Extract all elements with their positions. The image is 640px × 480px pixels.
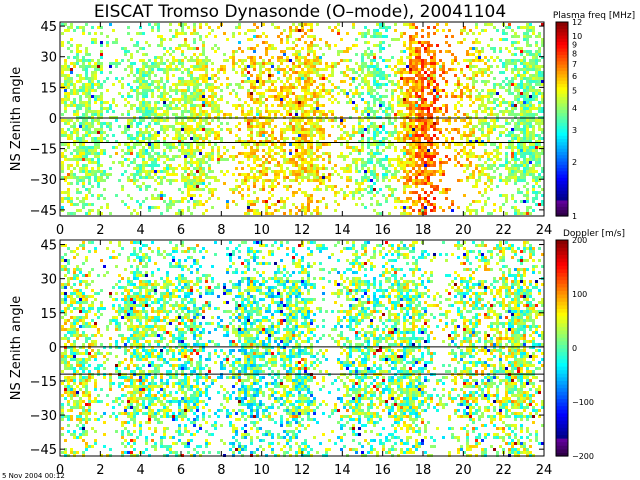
x-tick-label: 2 <box>96 223 104 238</box>
x-tick-label: 10 <box>253 223 270 238</box>
x-tick-label: 24 <box>536 223 553 238</box>
colorbar-tick-label: 7 <box>572 60 577 69</box>
x-tick-label: 22 <box>495 463 512 478</box>
x-tick-label: 16 <box>374 223 391 238</box>
panel-2: 0 2 4 6 8 10 12 14 16 18 20 22 244530150−15−30−45NS … <box>9 229 625 478</box>
colorbar-tick-label: −200 <box>572 452 594 461</box>
x-tick-label: 6 <box>177 463 185 478</box>
footer-timestamp: 5 Nov 2004 00:12 <box>2 472 65 480</box>
x-tick-label: 12 <box>294 463 311 478</box>
panel-1: 0 2 4 6 8 10 12 14 16 18 20 22 244530150−15−30−45NS … <box>9 11 635 238</box>
colorbar-tick-label: 12 <box>572 18 582 27</box>
y-tick-label: −15 <box>30 143 57 158</box>
colorbar-tick-label: 8 <box>572 50 577 59</box>
x-tick-label: 10 <box>253 463 270 478</box>
x-tick-label: 8 <box>217 223 225 238</box>
y-tick-label: 15 <box>40 81 57 96</box>
colorbar-title: Plasma freq [MHz] <box>553 11 635 21</box>
x-tick-label: 24 <box>536 463 553 478</box>
x-tick-label: 20 <box>455 463 472 478</box>
y-tick-label: 30 <box>40 273 57 288</box>
y-tick-label: −15 <box>30 375 57 390</box>
colorbar-tick-label: 9 <box>572 40 577 49</box>
colorbar-tick-label: 10 <box>572 32 582 41</box>
colorbar-title: Doppler [m/s] <box>563 229 625 239</box>
heatmap-cells <box>61 23 544 215</box>
y-tick-label: 0 <box>49 112 57 127</box>
x-tick-label: 14 <box>334 463 351 478</box>
y-tick-label: 0 <box>49 341 57 356</box>
x-tick-label: 20 <box>455 223 472 238</box>
y-tick-label: −45 <box>30 443 57 458</box>
figure-title: EISCAT Tromso Dynasonde (O–mode), 200411… <box>94 2 506 22</box>
x-tick-label: 6 <box>177 223 185 238</box>
colorbar-tick-label: 3 <box>572 126 577 135</box>
y-tick-label: −30 <box>30 409 57 424</box>
x-tick-label: 16 <box>374 463 391 478</box>
colorbar-tick-label: 2 <box>572 158 577 167</box>
y-axis-label: NS Zenith angle <box>9 67 24 171</box>
colorbar-tick-label: 4 <box>572 104 577 113</box>
y-axis-label: NS Zenith angle <box>9 296 24 400</box>
colorbar-tick-label: 200 <box>572 236 587 245</box>
x-tick-label: 14 <box>334 223 351 238</box>
y-tick-label: 45 <box>40 239 57 254</box>
colorbar-tick-label: 0 <box>572 344 577 353</box>
colorbar-tick-label: 1 <box>572 212 577 221</box>
panels: 0 2 4 6 8 10 12 14 16 18 20 22 244530150−15−30−45NS … <box>9 11 635 478</box>
colorbar-tick-label: 5 <box>572 86 577 95</box>
x-tick-label: 0 <box>56 223 64 238</box>
x-tick-label: 18 <box>415 223 432 238</box>
y-tick-label: −30 <box>30 173 57 188</box>
y-tick-label: 45 <box>40 20 57 35</box>
y-tick-label: 15 <box>40 307 57 322</box>
x-tick-label: 8 <box>217 463 225 478</box>
y-tick-label: 30 <box>40 51 57 66</box>
colorbar-tick-label: 100 <box>572 290 587 299</box>
x-tick-label: 22 <box>495 223 512 238</box>
x-tick-label: 4 <box>137 223 145 238</box>
x-tick-label: 18 <box>415 463 432 478</box>
heatmap-cells <box>61 241 544 457</box>
y-tick-label: −45 <box>30 204 57 219</box>
x-tick-label: 0 <box>56 463 64 478</box>
colorbar-tick-label: −100 <box>572 398 594 407</box>
x-tick-label: 4 <box>137 463 145 478</box>
x-tick-label: 2 <box>96 463 104 478</box>
colorbar: 200 100 0 −100 −200 Doppler [m/s] <box>555 229 625 461</box>
x-tick-label: 12 <box>294 223 311 238</box>
colorbar-tick-label: 6 <box>572 72 577 81</box>
